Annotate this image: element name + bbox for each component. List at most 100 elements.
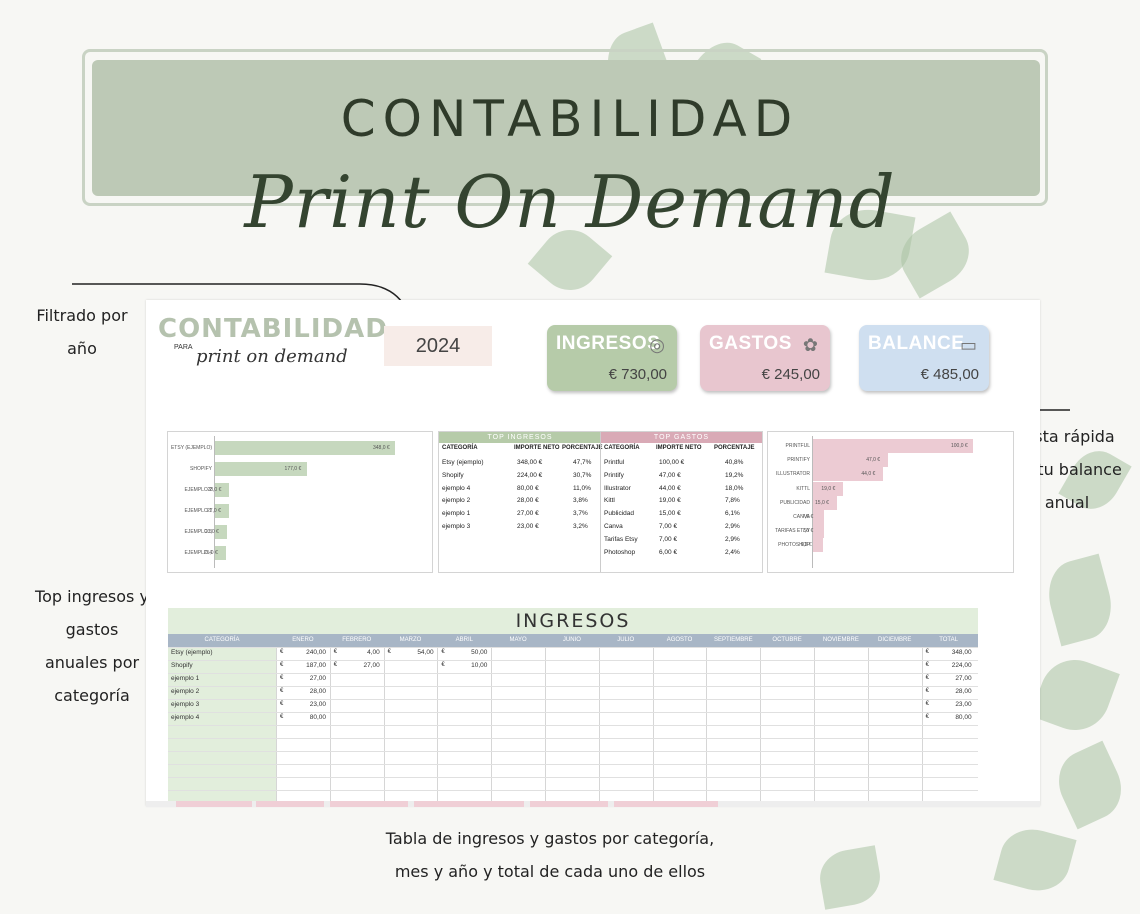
top-cell: 44,00 € [659,484,681,492]
top-cell: Etsy (ejemplo) [442,459,484,466]
top-cell: 28,00 € [517,497,539,505]
top-cell: Canva [604,523,623,530]
sheet-tab[interactable] [530,801,608,807]
bar [813,524,825,539]
bar-label: PRINTIFY [787,457,810,464]
top-cell: Illustrator [604,484,631,492]
top-col-header: PORCENTAJE [714,445,755,451]
grid-line [168,699,978,700]
grid-line [168,777,978,778]
top-cell: Publicidad [604,510,634,518]
bar [813,510,825,524]
table-category: ejemplo 1 [171,675,200,682]
top-tables: TOP INGRESOS TOP GASTOS CATEGORÍA IMPORTE… [438,431,763,573]
logo-small: PARA [174,344,193,351]
grid-line [168,712,978,713]
ingresos-table-header: CATEGORÍA ENERO FEBRERO MARZO ABRIL MAYO JUNIO… [168,634,978,647]
top-cell: 7,00 € [659,523,678,530]
bar [215,525,227,539]
bar-label: ILLUSTRATOR [776,471,810,478]
table-cell: 28,00 [309,688,326,695]
top-cell: 6,1% [725,510,740,518]
top-cell: Photoshop [604,548,636,556]
note-table: Tabla de ingresos y gastos por categoría… [385,829,715,881]
card-ingresos-value: € 730,00 [608,366,667,383]
table-total: 348,00 [951,649,972,656]
grid-line [168,751,978,752]
top-cell: ejemplo 3 [442,523,471,530]
table-category: ejemplo 2 [171,688,200,695]
card-ingresos: INGRESOS ◎ € 730,00 [547,325,677,391]
bar-label: ETSY (EJEMPLO) [170,445,212,451]
currency-sign: € [333,649,338,655]
bar-value: 15,0 € [815,499,829,506]
year-filter[interactable]: 2024 [384,326,492,366]
top-cell: ejemplo 1 [442,510,471,518]
top-cell: 11,0% [573,484,591,492]
grid-line [168,790,978,791]
logo-script: print on demand [196,346,348,367]
top-cell: 30,7% [573,471,592,479]
currency-sign: € [280,675,284,681]
top-cell: 47,7% [573,459,592,466]
bar-value: 28,0 € [207,487,222,493]
bar [813,453,889,468]
banner-title: CONTABILIDAD [340,90,800,148]
sheet-tab[interactable] [414,801,524,807]
top-cell: 40,8% [725,459,744,466]
grid-line [168,764,978,765]
table-header-cell: MAYO [509,637,527,643]
bar-value: 44,0 € [861,471,876,478]
top-ingresos-title: TOP INGRESOS [439,432,601,443]
bar [215,483,230,497]
bar-label: KITTL [796,485,810,492]
top-cell: Kittl [604,497,615,505]
currency-sign: € [280,662,284,668]
sheet-tab[interactable] [256,801,324,807]
top-col-header: CATEGORÍA [604,445,640,451]
table-category: ejemplo 3 [171,701,200,708]
top-cell: 15,00 € [659,510,681,518]
ingresos-table-title: INGRESOS [168,608,978,634]
bar [813,439,973,453]
top-cell: 6,00 € [659,548,678,556]
currency-sign: € [441,649,445,655]
table-category: Shopify [171,662,193,669]
sheet-tab[interactable] [176,801,252,807]
table-header-cell: JUNIO [562,637,581,643]
top-cell: ejemplo 2 [442,497,471,505]
currency-sign: € [925,714,929,720]
table-header-cell: CATEGORÍA [204,637,240,643]
sheet-tab[interactable] [330,801,408,807]
card-ingresos-label: INGRESOS [556,333,661,354]
bar-label: SHOPIFY [190,466,212,472]
card-gastos-label: GASTOS [709,333,792,354]
card-balance: BALANCE ▭ € 485,00 [859,325,989,391]
top-divider [600,432,601,572]
bar-label: EJEMPLO 1 [184,508,212,514]
coins-icon: ◎ [649,335,665,355]
currency-sign: € [333,662,338,668]
bar [813,467,884,482]
bar-label: EJEMPLO 2 [184,487,212,493]
top-cell: 7,8% [725,497,740,505]
top-cell: 18,0% [725,484,744,492]
banner-frame [82,49,1048,206]
currency-sign: € [387,649,391,655]
bar [215,441,395,455]
bar-label: EJEMPLO 3 [184,529,212,535]
grid-line [168,725,978,726]
bar-value: 6,0 € [800,542,812,549]
top-gastos-title: TOP GASTOS [601,432,762,443]
top-col-header: IMPORTE NETO [656,445,702,451]
top-cell: 2,4% [725,548,740,556]
bar [215,504,229,518]
sheet-tab[interactable] [614,801,718,807]
currency-sign: € [925,701,929,707]
banner [92,60,1040,196]
card-gastos-value: € 245,00 [761,366,820,383]
currency-sign: € [925,649,929,655]
income-bar-chart: ETSY (EJEMPLO) 348,0 € SHOPIFY 177,0 € EJEMP… [167,431,433,573]
table-cell: 27,00 [309,675,326,682]
currency-sign: € [280,688,284,694]
